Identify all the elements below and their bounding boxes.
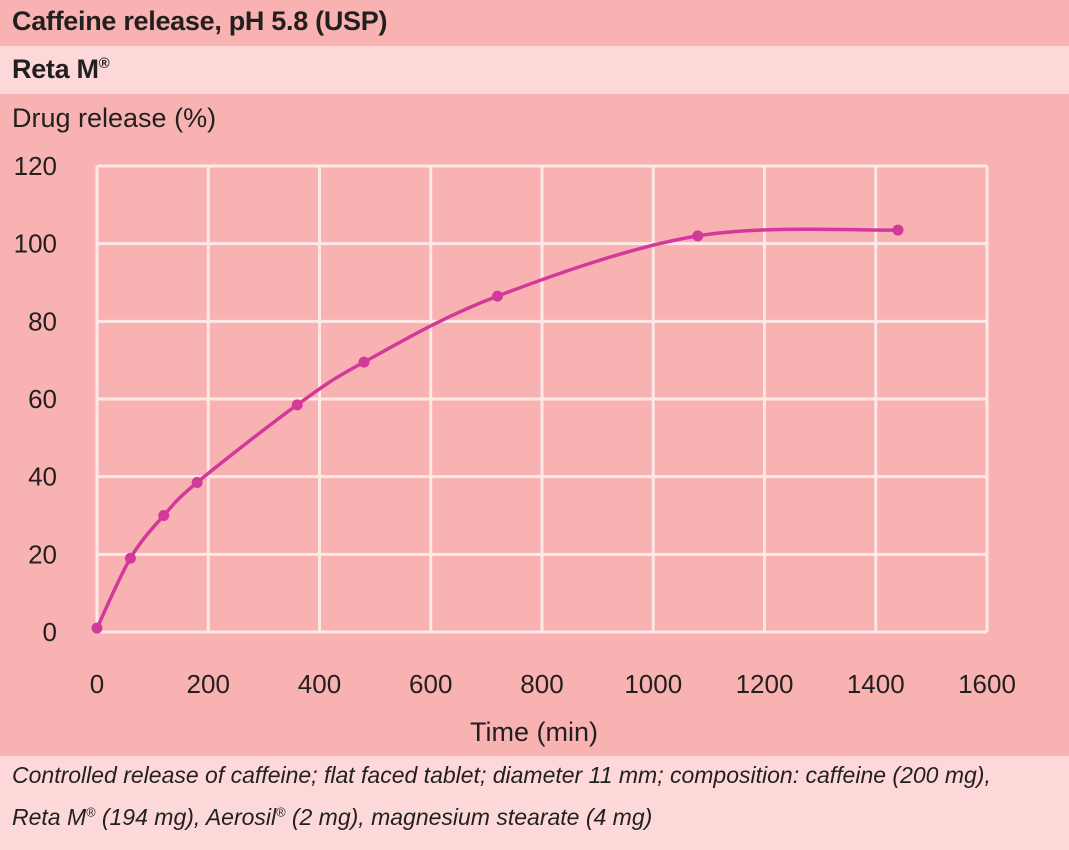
caption-mark-1: ® [86, 805, 96, 820]
data-point [91, 622, 103, 634]
x-tick-label: 800 [520, 669, 563, 699]
data-point [692, 230, 704, 242]
caption-aerosil: (194 mg), Aerosil [95, 804, 277, 830]
subtitle-text: Reta M [12, 54, 99, 84]
x-tick-label: 1600 [958, 669, 1016, 699]
y-tick-label: 40 [28, 462, 57, 492]
registered-mark: ® [98, 56, 110, 72]
x-tick-label: 0 [90, 669, 104, 699]
x-tick-label: 200 [187, 669, 230, 699]
data-point [291, 399, 303, 411]
chart-title: Caffeine release, pH 5.8 (USP) [12, 6, 388, 36]
y-axis-label: Drug release (%) [12, 103, 216, 133]
chart-band [0, 94, 1069, 756]
caption-reta: Reta M [12, 804, 87, 830]
y-tick-label: 20 [28, 539, 57, 569]
release-curve [95, 227, 900, 630]
data-point [358, 356, 370, 368]
data-point [892, 224, 904, 236]
x-tick-label: 1000 [624, 669, 682, 699]
x-tick-label: 400 [298, 669, 341, 699]
caption-line-2: Reta M® (194 mg), Aerosil® (2 mg), magne… [12, 804, 652, 831]
subtitle-band [0, 46, 1069, 94]
caption-band [0, 756, 1069, 850]
y-tick-label: 120 [14, 151, 57, 181]
data-points [91, 224, 904, 634]
data-point [191, 476, 203, 488]
x-tick-labels: 0 200 400 600 800 1000 1200 1400 1600 [90, 669, 1016, 699]
y-tick-label: 80 [28, 306, 57, 336]
y-tick-label: 100 [14, 229, 57, 259]
y-tick-label: 0 [43, 617, 57, 647]
data-point [158, 510, 170, 521]
x-tick-label: 600 [409, 669, 452, 699]
y-tick-label: 60 [28, 384, 57, 414]
title-band [0, 0, 1069, 46]
caption-mark-2: ® [276, 805, 286, 820]
x-tick-label: 1200 [736, 669, 794, 699]
data-point [124, 552, 136, 564]
caption-rest: (2 mg), magnesium stearate (4 mg) [285, 804, 653, 830]
x-axis-label: Time (min) [470, 717, 598, 747]
y-tick-labels: 0 20 40 60 80 100 120 [14, 151, 57, 647]
caption-line-1: Controlled release of caffeine; flat fac… [12, 762, 991, 788]
grid-lines [95, 164, 989, 634]
release-chart: 0 20 40 60 80 100 120 0 200 400 600 800 1000 1200 140… [12, 103, 1016, 747]
data-point [492, 290, 503, 302]
x-tick-label: 1400 [847, 669, 905, 699]
chart-subtitle: Reta M® [12, 54, 110, 85]
